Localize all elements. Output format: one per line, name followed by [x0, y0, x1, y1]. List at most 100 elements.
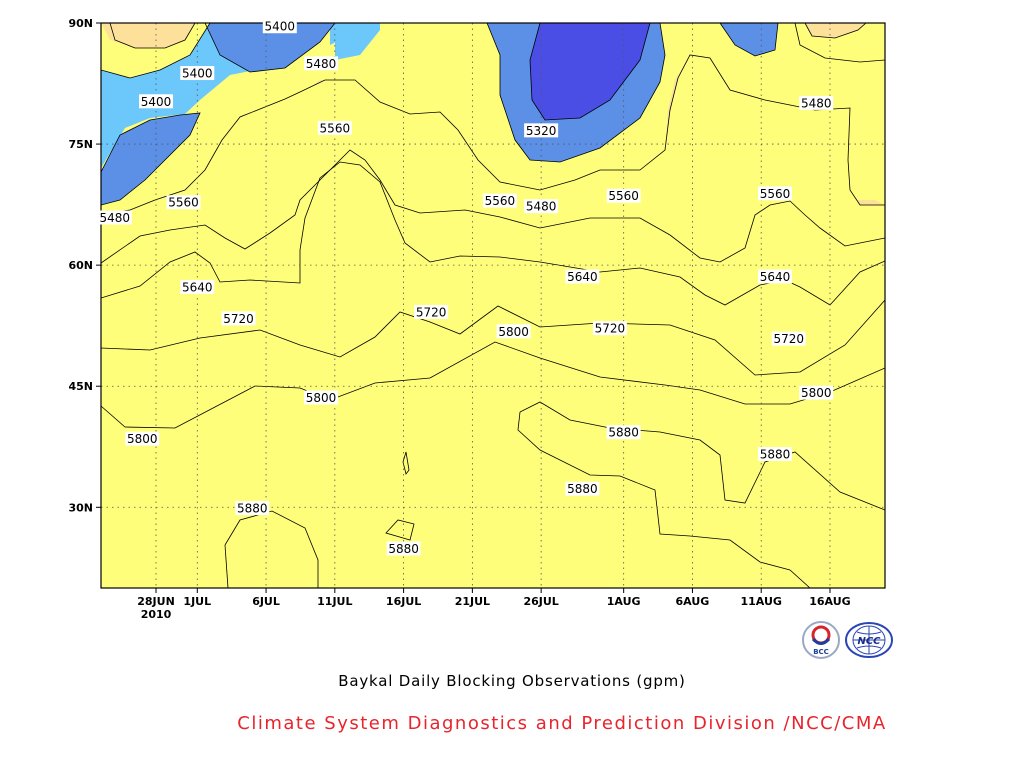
contour-label: 5480	[524, 199, 559, 214]
contour-label-text: 5880	[388, 542, 419, 556]
contour-label-text: 5480	[306, 57, 337, 71]
contour-label: 5800	[125, 431, 160, 446]
contour-label-text: 5560	[320, 121, 351, 135]
contour-label-text: 5720	[416, 305, 447, 319]
y-tick-label: 90N	[68, 17, 93, 30]
contour-label-bg	[304, 390, 339, 405]
credit-line: Climate System Diagnostics and Predictio…	[237, 713, 887, 734]
contour-label-text: 5720	[595, 322, 626, 336]
band-5320-5400	[720, 23, 778, 56]
contour-label-text: 5880	[608, 426, 639, 440]
contour-label-bg	[414, 304, 449, 319]
contour-label: 5480	[799, 95, 834, 110]
contour-label-text: 5880	[760, 448, 791, 462]
contour-label-bg	[799, 95, 834, 110]
band-below-5320	[530, 23, 650, 120]
contour-lines	[101, 23, 885, 588]
contour-label-text: 5800	[127, 432, 158, 446]
x-tick-label: 26JUL	[523, 595, 558, 608]
contour-label: 5400	[262, 19, 297, 34]
contour-label: 5880	[235, 501, 270, 516]
contour-label-text: 5480	[526, 200, 557, 214]
contour-label-bg	[482, 193, 517, 208]
contour-label: 5880	[386, 541, 421, 556]
contour-label: 5800	[496, 324, 531, 339]
contour-label: 5560	[482, 193, 517, 208]
contour-label: 5400	[139, 94, 174, 109]
contour-label: 5480	[97, 210, 132, 225]
x-tick-label: 21JUL	[455, 595, 490, 608]
x-tick-label: 6JUL	[252, 595, 280, 608]
contour-label-bg	[524, 199, 559, 214]
contour-label-text: 5640	[760, 270, 791, 284]
contour-label: 5720	[414, 304, 449, 319]
contour-label-bg	[97, 210, 132, 225]
y-tick-label: 45N	[68, 380, 93, 393]
contour-label: 5480	[304, 56, 339, 71]
x-tick-label: 6AUG	[676, 595, 710, 608]
contour-label: 5640	[565, 269, 600, 284]
contour-label-text: 5480	[801, 96, 832, 110]
contour-label: 5720	[592, 321, 627, 336]
contour-label-bg	[166, 195, 201, 210]
band-5480-5560	[101, 23, 885, 214]
contour-label: 5560	[317, 120, 352, 135]
contour-label-bg	[757, 186, 792, 201]
contour-label-bg	[565, 481, 600, 496]
plot-frame	[100, 22, 886, 589]
contour-label-text: 5880	[237, 502, 268, 516]
contour-label-text: 5480	[99, 211, 130, 225]
contour-label-bg	[757, 447, 792, 462]
contour-label-text: 5400	[265, 20, 296, 34]
contour-label: 5800	[304, 390, 339, 405]
x-tick-label: 1AUG	[607, 595, 641, 608]
x-tick-label: 11JUL	[317, 595, 352, 608]
contour-label-bg	[799, 385, 834, 400]
contour-label-bg	[771, 331, 806, 346]
grid-lines	[101, 23, 885, 588]
contour-label: 5720	[771, 331, 806, 346]
contour-label-bg	[235, 501, 270, 516]
contour-label-bg	[125, 431, 160, 446]
filled-contours	[101, 23, 885, 588]
band-5400-5480	[335, 23, 380, 60]
contour-labels: 5400 5400 5400 5480 5480 5480 5480 5320 5560 5560…	[97, 19, 834, 556]
contour-label-bg	[524, 123, 559, 138]
contour-label-bg	[221, 311, 256, 326]
contour-label-bg	[180, 279, 215, 294]
contour-label: 5400	[180, 66, 215, 81]
contour-label: 5720	[221, 311, 256, 326]
contour-label-text: 5720	[223, 312, 254, 326]
contour-label-bg	[180, 66, 215, 81]
contour-label: 5640	[757, 269, 792, 284]
contour-label-text: 5880	[567, 482, 598, 496]
contour-label-text: 5800	[306, 391, 337, 405]
contour-label: 5880	[606, 425, 641, 440]
contour-label-text: 5560	[485, 194, 516, 208]
band-5480-5560	[101, 55, 885, 588]
contour-label-text: 5640	[182, 280, 213, 294]
contour-label-bg	[262, 19, 297, 34]
x-year-label: 2010	[141, 608, 172, 621]
contour-label-text: 5800	[801, 386, 832, 400]
bcc-logo-text: BCC	[813, 648, 829, 656]
contour-label: 5560	[606, 188, 641, 203]
band-5320-5400	[101, 113, 200, 205]
contour-label-bg	[606, 425, 641, 440]
contour-label-text: 5400	[182, 67, 213, 81]
contour-label: 5880	[565, 481, 600, 496]
contour-label-bg	[757, 269, 792, 284]
contour-label-bg	[496, 324, 531, 339]
y-tick-label: 75N	[68, 138, 93, 151]
ncc-logo: NCC	[844, 620, 894, 664]
contour-label-text: 5560	[760, 187, 791, 201]
contour-label: 5880	[757, 447, 792, 462]
x-tick-label: 16AUG	[809, 595, 850, 608]
contour-label-bg	[304, 56, 339, 71]
contour-label: 5800	[799, 385, 834, 400]
ncc-logo-text: NCC	[857, 636, 881, 647]
contour-label-text: 5640	[567, 270, 598, 284]
band-5560-5640-top	[101, 23, 195, 48]
band-5320-5400	[205, 23, 335, 72]
